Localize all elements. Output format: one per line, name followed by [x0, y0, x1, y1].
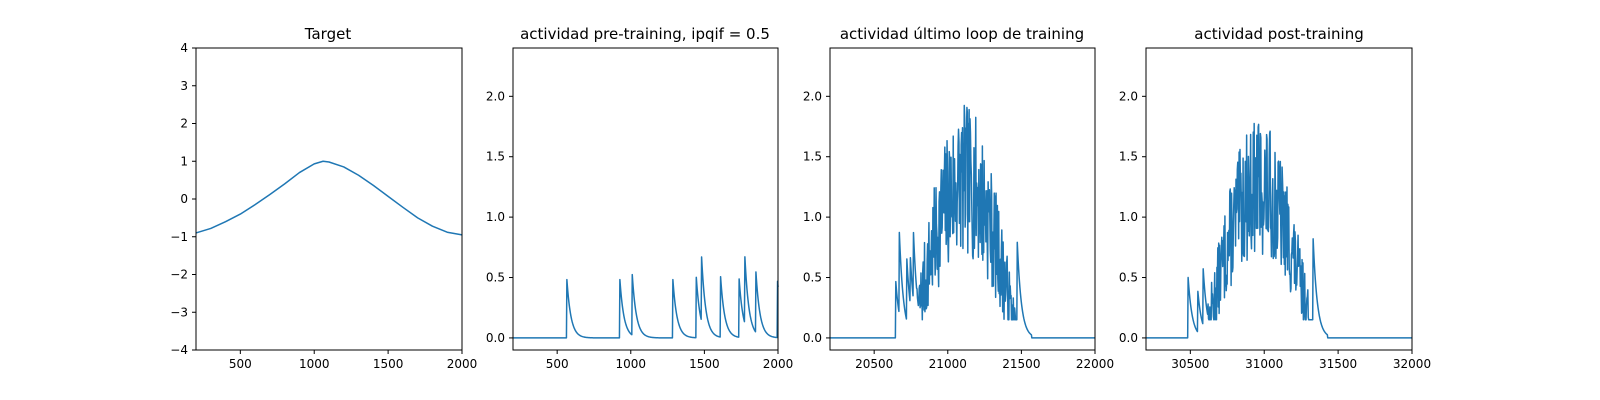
y-tick-label: 1.5	[486, 150, 505, 164]
subplot-target: Target 500 1000 1500 2000 −4 −3 −2 −1 0 1 2 3 4	[170, 25, 477, 371]
subplot-title: actividad último loop de training	[840, 25, 1084, 43]
y-tick-label: 0.0	[486, 331, 505, 345]
y-tick-label: −4	[170, 343, 188, 357]
subplot-title: actividad pre-training, ipqif = 0.5	[520, 25, 770, 43]
x-tick-label: 1000	[299, 357, 330, 371]
axes-ticks: 500 1000 1500 2000 0.0 0.5 1.0 1.5 2.0	[486, 89, 793, 371]
y-tick-label: 1.0	[803, 210, 822, 224]
target-series-line	[195, 160, 463, 236]
y-tick-label: 4	[180, 41, 188, 55]
axes-frame	[512, 47, 779, 351]
subplot-last-training-loop: actividad último loop de training 20500 2…	[803, 25, 1114, 371]
y-tick-label: 2.0	[486, 89, 505, 103]
x-tick-label: 2000	[447, 357, 478, 371]
x-tick-label: 1000	[616, 357, 647, 371]
y-tick-label: 1.5	[1119, 150, 1138, 164]
axes-ticks: 30500 31000 31500 32000 0.0 0.5 1.0 1.5 2.0	[1119, 89, 1431, 371]
y-tick-label: 1.0	[486, 210, 505, 224]
axes-frame	[1145, 47, 1413, 351]
activity-series-line	[512, 256, 779, 339]
y-tick-label: 0.5	[486, 271, 505, 285]
y-tick-label: −2	[170, 268, 188, 282]
y-tick-label: −3	[170, 305, 188, 319]
x-tick-label: 500	[229, 357, 252, 371]
activity-series-line	[1145, 122, 1413, 339]
y-tick-label: 0.0	[803, 331, 822, 345]
x-tick-label: 21000	[929, 357, 967, 371]
axes-ticks: 500 1000 1500 2000 −4 −3 −2 −1 0 1 2 3 4	[170, 41, 477, 371]
y-tick-label: 0.5	[803, 271, 822, 285]
x-tick-label: 31500	[1319, 357, 1357, 371]
y-tick-label: 3	[180, 79, 188, 93]
subplot-title: Target	[304, 25, 352, 43]
activity-series-line	[829, 104, 1096, 339]
x-tick-label: 21500	[1002, 357, 1040, 371]
x-tick-label: 500	[546, 357, 569, 371]
y-tick-label: −1	[170, 230, 188, 244]
x-tick-label: 22000	[1076, 357, 1114, 371]
y-tick-label: 1	[180, 154, 188, 168]
x-tick-label: 31000	[1245, 357, 1283, 371]
axes-ticks: 20500 21000 21500 22000 0.0 0.5 1.0 1.5 2.0	[803, 89, 1114, 371]
x-tick-label: 1500	[373, 357, 404, 371]
y-tick-label: 1.0	[1119, 210, 1138, 224]
y-tick-label: 2	[180, 117, 188, 131]
y-tick-label: 2.0	[1119, 89, 1138, 103]
axes-frame	[829, 47, 1096, 351]
y-tick-label: 2.0	[803, 89, 822, 103]
y-tick-label: 0.5	[1119, 271, 1138, 285]
subplot-title: actividad post-training	[1194, 25, 1363, 43]
x-tick-label: 32000	[1393, 357, 1431, 371]
subplot-post-training: actividad post-training 30500 31000 31500 3…	[1119, 25, 1431, 371]
x-tick-label: 30500	[1171, 357, 1209, 371]
x-tick-label: 2000	[763, 357, 794, 371]
subplot-pre-training: actividad pre-training, ipqif = 0.5 500 1…	[486, 25, 793, 371]
y-tick-label: 1.5	[803, 150, 822, 164]
axes-frame	[195, 47, 463, 351]
x-tick-label: 20500	[855, 357, 893, 371]
y-tick-label: 0.0	[1119, 331, 1138, 345]
y-tick-label: 0	[180, 192, 188, 206]
x-tick-label: 1500	[689, 357, 720, 371]
